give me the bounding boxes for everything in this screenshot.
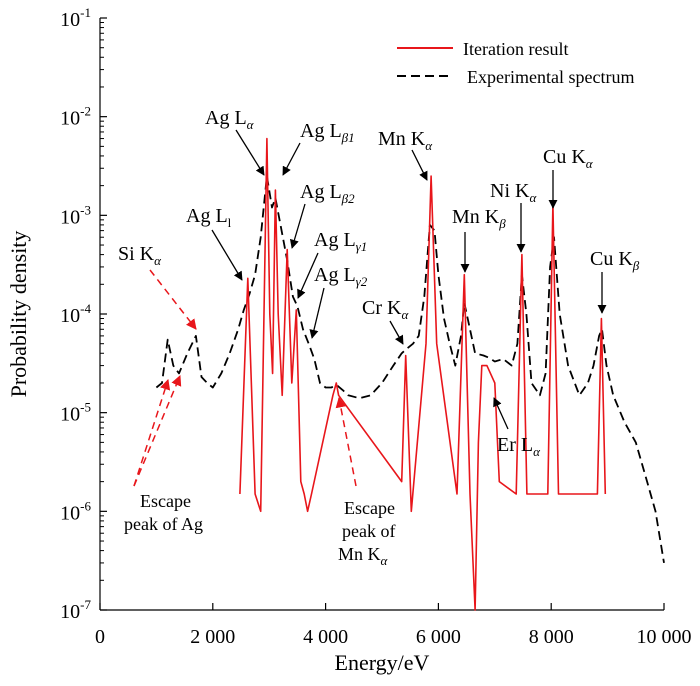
arrow-escape-ag-2: [133, 375, 182, 487]
label-ag-lg1: Ag Lγ1: [314, 229, 367, 254]
y-tick-label: 10-3: [60, 202, 91, 228]
x-tick-group: 0 2 000 4 000 6 000 8 000 10 000: [95, 603, 692, 648]
series-iteration-result-line: [239, 137, 607, 611]
label-escape-ag-line1: Escape: [140, 491, 191, 511]
arrow-ag-lg2: [309, 287, 325, 339]
arrow-escape-ag-1: [133, 379, 171, 487]
label-escape-mn-line1: Escape: [344, 498, 395, 518]
y-axis-title: Probability density: [6, 231, 31, 398]
legend-label-experimental: Experimental spectrum: [467, 67, 634, 87]
series-group: [155, 137, 665, 611]
legend: Iteration result Experimental spectrum: [397, 39, 634, 87]
label-escape-mn-line3: Mn Kα: [338, 544, 389, 568]
legend-label-iteration: Iteration result: [463, 39, 568, 59]
y-tick-label: 10-2: [60, 104, 91, 130]
y-tick-label: 10-1: [60, 5, 91, 31]
label-ag-lb1: Ag Lβ1: [300, 120, 355, 145]
y-tick-label: 10-4: [60, 301, 91, 327]
x-tick-label: 2 000: [190, 626, 235, 648]
label-cu-kb: Cu Kβ: [590, 248, 640, 273]
annotation-arrows: [211, 129, 607, 430]
y-tick-group: 10-7 10-6 10-5 10-4 10-3 10-2 10-1: [60, 5, 107, 623]
arrow-er-la: [493, 397, 509, 430]
arrow-ag-lb1: [282, 142, 301, 176]
label-escape-mn-line2: peak of: [342, 521, 395, 541]
annotations: Ag Lα Ag Lβ1 Ag Lβ2 Ag Ll Ag Lγ1 Ag Lγ2 …: [118, 107, 640, 568]
x-tick-label: 4 000: [303, 626, 348, 648]
arrow-si-ka: [149, 269, 197, 330]
label-cu-ka: Cu Kα: [543, 146, 594, 171]
label-ag-la: Ag Lα: [205, 107, 255, 132]
label-ag-lb2: Ag Lβ2: [300, 181, 355, 206]
label-ag-ll: Ag Ll: [186, 205, 232, 230]
x-tick-label: 0: [95, 626, 105, 648]
x-axis-title: Energy/eV: [335, 650, 430, 675]
label-mn-kb: Mn Kβ: [452, 206, 506, 231]
label-cr-ka: Cr Kα: [362, 297, 409, 322]
arrow-cr-ka: [389, 320, 404, 345]
x-tick-label: 10 000: [637, 626, 692, 648]
label-mn-ka: Mn Kα: [378, 128, 433, 153]
y-tick-label: 10-6: [60, 498, 91, 524]
label-escape-ag-line2: peak of Ag: [124, 514, 203, 534]
y-tick-label: 10-5: [60, 400, 91, 426]
label-er-la: Er Lα: [497, 434, 541, 459]
arrow-mn-ka: [411, 149, 428, 181]
arrow-escape-mn: [335, 396, 357, 487]
y-tick-label: 10-7: [60, 597, 91, 623]
x-tick-label: 8 000: [529, 626, 574, 648]
arrow-ag-ll: [211, 229, 243, 281]
arrow-ag-lg1: [297, 252, 319, 299]
label-ag-lg2: Ag Lγ2: [314, 264, 368, 289]
x-tick-label: 6 000: [416, 626, 461, 648]
label-ni-ka: Ni Kα: [490, 180, 537, 205]
label-si-ka: Si Kα: [118, 243, 162, 268]
arrow-ag-la: [235, 129, 265, 176]
arrow-ag-lb2: [289, 203, 306, 249]
escape-arrows: [133, 269, 357, 487]
series-experimental-spectrum-line: [155, 175, 665, 564]
